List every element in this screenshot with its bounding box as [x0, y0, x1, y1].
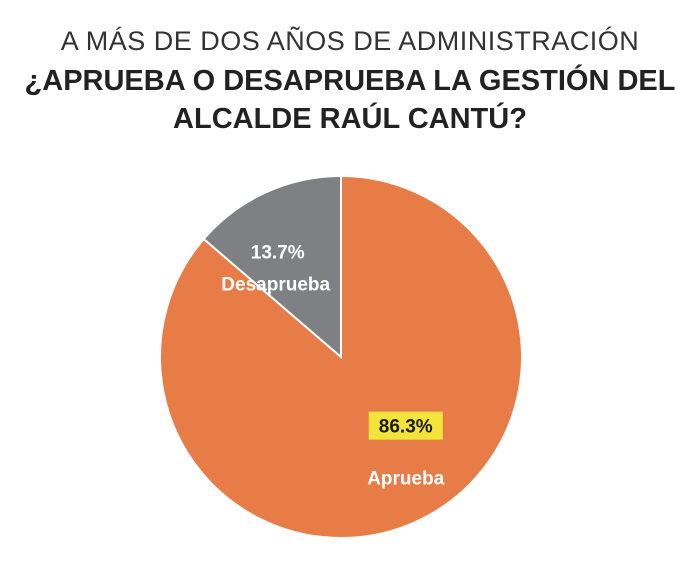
chart-subtitle: A MÁS DE DOS AÑOS DE ADMINISTRACIÓN — [60, 26, 640, 56]
chart-title-line-1: ¿APRUEBA O DESAPRUEBA LA GESTIÓN DEL — [24, 65, 676, 97]
pie-slice-desaprueba — [202, 174, 342, 360]
pie-labels: 86.3% Aprueba 13.7% Desaprueba — [221, 242, 444, 489]
pie-slices — [159, 174, 523, 539]
value-label-desaprueba: 13.7% — [251, 242, 305, 263]
value-label-highlight — [368, 411, 443, 440]
chart-title: ¿APRUEBA O DESAPRUEBA LA GESTIÓN DEL ALC… — [0, 62, 700, 138]
value-label-aprueba: 86.3% — [379, 417, 433, 438]
category-label-aprueba: Aprueba — [367, 469, 445, 490]
category-label-desaprueba: Desaprueba — [221, 274, 330, 295]
chart-title-line-2: ALCALDE RAÚL CANTÚ? — [173, 103, 527, 135]
